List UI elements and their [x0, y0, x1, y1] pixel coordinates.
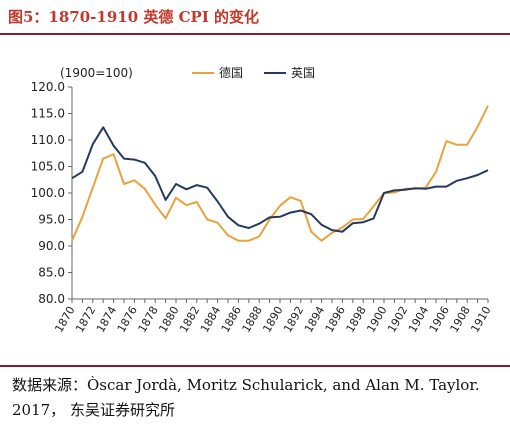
chart-axes: [68, 86, 489, 303]
x-tick-label: 1874: [94, 304, 119, 335]
source-note: 数据来源：Òscar Jordà, Moritz Schularick, and…: [12, 376, 480, 419]
series-line-1: [71, 126, 489, 233]
y-tick-label: 105.0: [31, 160, 65, 174]
y-tick-label: 80.0: [38, 292, 65, 306]
legend: 德国 英国: [192, 65, 315, 80]
x-tick-label: 1898: [344, 304, 369, 335]
x-tick-label: 1910: [468, 304, 493, 335]
legend-label-1: 英国: [291, 66, 315, 80]
x-tick-label: 1886: [219, 304, 244, 335]
figure-title: 图5：1870-1910 英德 CPI 的变化: [8, 8, 260, 26]
unit-note: (1900=100): [60, 66, 133, 80]
legend-label-0: 德国: [219, 65, 243, 80]
x-tick-label: 1872: [73, 304, 98, 335]
y-tick-labels: 80.0 85.0 90.0 95.0 100.0 105.0 110.0 115.0 120.…: [31, 80, 65, 306]
x-tick-label: 1900: [364, 304, 389, 335]
source-rule: [0, 365, 510, 367]
y-tick-label: 95.0: [38, 213, 65, 227]
x-tick-label: 1908: [448, 304, 473, 335]
y-tick-label: 115.0: [31, 107, 65, 121]
series-lines: [71, 105, 489, 242]
x-tick-label: 1890: [260, 304, 285, 335]
x-tick-label: 1906: [427, 304, 452, 335]
x-tick-label: 1888: [240, 304, 265, 335]
title-rule: [0, 33, 510, 35]
y-tick-label: 85.0: [38, 266, 65, 280]
x-tick-labels: 1870187218741876187818801882188418861888…: [52, 304, 493, 335]
x-tick-label: 1870: [52, 304, 77, 335]
x-tick-label: 1880: [156, 304, 181, 335]
x-tick-label: 1904: [406, 304, 431, 335]
x-tick-label: 1882: [177, 304, 202, 335]
x-tick-label: 1892: [281, 304, 306, 335]
y-tick-label: 120.0: [31, 80, 65, 94]
y-tick-label: 100.0: [31, 186, 65, 200]
x-tick-label: 1896: [323, 304, 348, 335]
y-tick-label: 110.0: [31, 133, 65, 147]
x-tick-label: 1876: [115, 304, 140, 335]
x-tick-label: 1894: [302, 304, 327, 335]
y-tick-label: 90.0: [38, 239, 65, 253]
x-tick-label: 1902: [385, 304, 410, 335]
x-tick-label: 1884: [198, 304, 223, 335]
x-tick-label: 1878: [136, 304, 161, 335]
line-chart: 80.0 85.0 90.0 95.0 100.0 105.0 110.0 115.0 120.…: [31, 65, 494, 335]
series-line-0: [71, 105, 489, 242]
